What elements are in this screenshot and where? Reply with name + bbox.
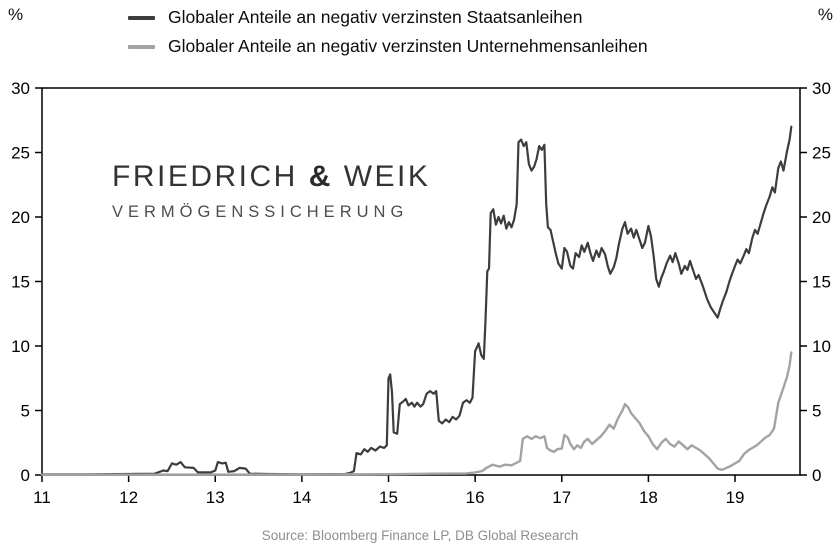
x-tick-label: 15	[379, 488, 398, 507]
y-tick-label-left: 25	[11, 144, 30, 163]
series-line-0	[40, 125, 793, 476]
y-tick-label-right: 10	[812, 337, 831, 356]
x-tick-label: 17	[552, 488, 571, 507]
legend-line-swatch-gray	[128, 44, 155, 49]
y-tick-label-left: 20	[11, 208, 30, 227]
y-tick-label-left: 5	[21, 402, 30, 421]
x-tick-label: 16	[466, 488, 485, 507]
x-tick-label: 19	[726, 488, 745, 507]
watermark-name-part1: FRIEDRICH	[112, 160, 298, 193]
watermark-subtitle: VERMÖGENSSICHERUNG	[112, 203, 409, 221]
y-tick-label-right: 0	[812, 466, 821, 485]
watermark-friedrich-weik: FRIEDRICH & WEIK VERMÖGENSSICHERUNG	[112, 160, 430, 222]
y-tick-label-left: 10	[11, 337, 30, 356]
y-tick-label-right: 30	[812, 79, 831, 98]
watermark-name: FRIEDRICH & WEIK	[112, 160, 430, 194]
x-tick-label: 12	[119, 488, 138, 507]
legend-item-staatsanleihen: Globaler Anteile an negativ verzinsten S…	[128, 3, 648, 32]
watermark-name-part2: WEIK	[343, 160, 431, 193]
legend-item-unternehmensanleihen: Globaler Anteile an negativ verzinsten U…	[128, 32, 648, 61]
x-tick-label: 13	[206, 488, 225, 507]
y-tick-label-right: 15	[812, 273, 831, 292]
y-axis-unit-right: %	[817, 5, 833, 24]
legend-line-swatch-dark	[128, 15, 155, 20]
watermark-ampersand: &	[308, 160, 333, 193]
plot-frame	[41, 87, 801, 476]
x-tick-label: 11	[33, 488, 51, 507]
legend-label-staatsanleihen: Globaler Anteile an negativ verzinsten S…	[168, 7, 583, 27]
y-tick-label-right: 25	[812, 144, 831, 163]
x-tick-label: 18	[639, 488, 658, 507]
legend: Globaler Anteile an negativ verzinsten S…	[128, 3, 648, 61]
x-tick-label: 14	[292, 488, 311, 507]
y-tick-label-left: 15	[11, 273, 30, 292]
legend-label-unternehmensanleihen: Globaler Anteile an negativ verzinsten U…	[168, 36, 648, 56]
series-line-1	[40, 351, 793, 476]
y-axis-unit-left: %	[8, 5, 24, 24]
y-tick-label-left: 30	[11, 79, 30, 98]
y-tick-label-right: 20	[812, 208, 831, 227]
y-tick-label-right: 5	[812, 402, 821, 421]
source-note: Source: Bloomberg Finance LP, DB Global …	[261, 528, 579, 543]
y-tick-label-left: 0	[21, 466, 30, 485]
